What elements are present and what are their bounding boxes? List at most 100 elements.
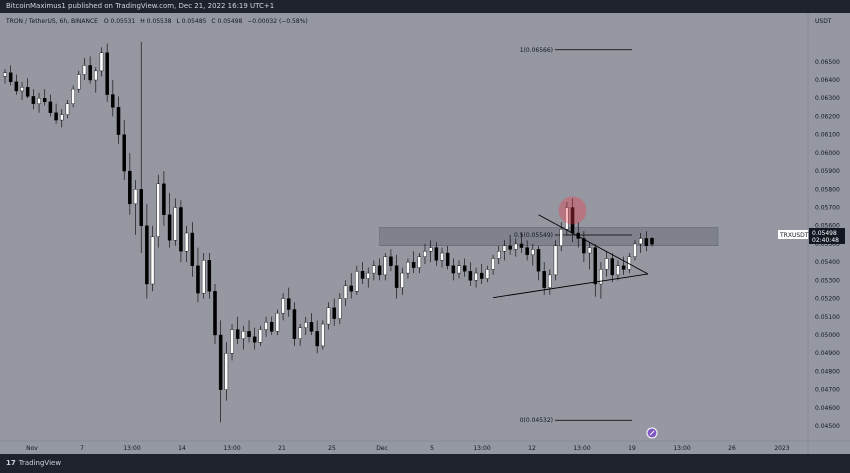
fib-label-2: 0(0.04532) [520, 417, 553, 424]
tradingview-logo[interactable]: 17 TradingView [6, 458, 61, 469]
price-axis[interactable]: 0.06500 0.06400 0.06300 0.06200 0.06100 0.060… [815, 59, 840, 430]
candle-body-60 [343, 285, 348, 299]
candle-body-40 [230, 329, 234, 354]
candle-body-83 [474, 272, 478, 281]
symbol-price-tag: TRXUSDT 0.05498 02:40:48 [778, 228, 845, 244]
triangle-lower-line [493, 273, 649, 299]
event-marker[interactable] [646, 427, 658, 439]
candle-body-42 [241, 331, 246, 339]
candle-body-81 [462, 265, 467, 272]
candle-body-29 [167, 214, 172, 241]
price-tick-15: 0.05000 [815, 332, 840, 339]
time-axis[interactable]: Nov 7 13:00 14 13:00 21 25 Dec 5 13:00 12 13:00 19 13… [26, 445, 790, 452]
candle-body-58 [332, 307, 336, 319]
candle-body-72 [411, 261, 416, 268]
candle-body-54 [309, 322, 314, 332]
candle-body-16 [94, 70, 98, 81]
time-tick-10: 12 [528, 445, 536, 452]
publish-header: BitcoinMaximus1 published on TradingView… [0, 0, 850, 13]
price-tick-8: 0.05700 [815, 205, 840, 212]
candle-body-88 [502, 245, 507, 252]
candle-body-45 [258, 329, 263, 343]
candle-body-8 [48, 101, 53, 113]
candle-body-69 [394, 265, 399, 288]
candle-body-32 [184, 232, 189, 252]
candle-body-106 [604, 258, 609, 270]
fib-label-1: 0.5(0.05549) [514, 232, 553, 239]
price-tick-10: 0.05500 [815, 241, 840, 248]
candle-body-79 [451, 265, 456, 274]
candle-body-18 [105, 52, 109, 95]
candle-body-9 [54, 112, 58, 121]
price-tick-0: 0.06500 [815, 59, 840, 66]
legend-low: L 0.05485 [176, 18, 206, 25]
candle-body-67 [383, 256, 388, 276]
resistance-zone [379, 227, 719, 247]
time-tick-8: 5 [430, 445, 434, 452]
price-tick-9: 0.05600 [815, 223, 840, 230]
candle-body-31 [179, 207, 183, 252]
candle-body-15 [88, 65, 92, 81]
candle-body-82 [468, 271, 473, 281]
candle-body-84 [479, 272, 484, 279]
drawings-layer[interactable] [493, 196, 649, 299]
symbol-tag-box [778, 230, 808, 239]
logo-text: TradingView [18, 459, 62, 467]
fib-retracement[interactable]: 1(0.06566) 0.5(0.05549) 0(0.04532) [514, 47, 632, 424]
candle-body-44 [252, 336, 257, 343]
time-tick-3: 14 [178, 445, 186, 452]
legend-open: O 0.05531 [104, 18, 136, 25]
candle-body-66 [377, 265, 382, 276]
candle-body-111 [633, 243, 637, 257]
candle-body-13 [77, 74, 81, 90]
candle-body-96 [548, 274, 552, 288]
rejection-highlight-circle [558, 196, 587, 225]
candle-body-25 [145, 225, 149, 285]
candle-body-113 [644, 238, 649, 246]
candle-body-102 [582, 238, 586, 254]
candle-body-99 [565, 207, 569, 230]
candle-body-65 [372, 265, 376, 274]
time-tick-9: 13:00 [473, 445, 490, 452]
candle-body-73 [417, 256, 422, 268]
triangle-upper-line [538, 214, 649, 275]
candle-body-51 [292, 309, 297, 339]
candle-body-59 [338, 298, 342, 319]
candle-body-23 [133, 189, 138, 205]
time-tick-7: Dec [376, 445, 388, 452]
bar-countdown: 02:40:48 [812, 237, 839, 244]
time-tick-13: 13:00 [673, 445, 690, 452]
candle-body-107 [610, 258, 615, 276]
time-tick-11: 13:00 [573, 445, 590, 452]
candle-body-1 [8, 72, 13, 83]
candle-body-35 [201, 260, 206, 294]
candle-body-50 [287, 298, 291, 310]
resistance-zone-layer [379, 227, 719, 247]
publish-line: BitcoinMaximus1 published on TradingView… [6, 2, 275, 10]
candle-body-38 [218, 334, 223, 390]
candle-body-64 [366, 272, 370, 279]
candle-body-41 [235, 329, 240, 339]
candle-body-76 [434, 247, 439, 261]
candle-body-20 [116, 107, 121, 135]
candle-body-95 [542, 271, 546, 288]
candle-body-17 [99, 52, 104, 72]
price-tick-16: 0.04900 [815, 350, 840, 357]
candle-body-75 [428, 247, 433, 252]
price-tick-13: 0.05200 [815, 296, 840, 303]
candle-body-11 [65, 103, 70, 115]
chart-canvas[interactable]: 1(0.06566) 0.5(0.05549) 0(0.04532) 0.06500… [0, 13, 850, 454]
candle-body-0 [3, 72, 7, 77]
time-tick-6: 25 [328, 445, 336, 452]
candle-body-10 [59, 114, 64, 121]
price-tick-4: 0.06100 [815, 132, 840, 139]
price-tick-17: 0.04800 [815, 368, 840, 375]
candle-body-74 [423, 251, 427, 257]
candle-body-33 [190, 232, 195, 266]
legend-high: H 0.05538 [140, 18, 171, 25]
candle-body-92 [525, 247, 529, 256]
candle-body-39 [224, 353, 229, 390]
candle-body-112 [638, 238, 643, 245]
currency-label: USDT [815, 18, 832, 25]
